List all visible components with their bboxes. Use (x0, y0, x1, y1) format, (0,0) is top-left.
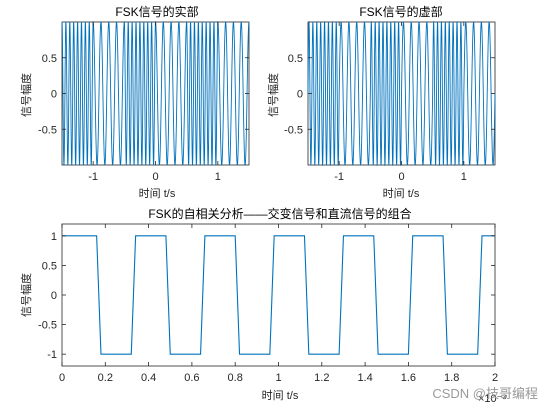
x-tick-label: 1.6 (401, 372, 416, 384)
x-tick-label: 1.8 (444, 372, 459, 384)
x-tick-label: 0 (398, 171, 404, 183)
y-tick-label: 1 (51, 231, 57, 243)
x-tick-label: 1 (275, 372, 281, 384)
y-tick-label: 0 (297, 89, 303, 101)
y-tick-label: 0.5 (288, 53, 303, 65)
plot-area-real (61, 21, 250, 166)
x-tick-label: 0.8 (228, 372, 243, 384)
y-tick-label: 0.5 (42, 53, 57, 65)
plot-area-autocorr (61, 223, 496, 367)
xlabel-autocorr: 时间 t/s (262, 389, 299, 402)
ylabel-imag: 信号幅度 (266, 73, 280, 117)
y-tick-label: -0.5 (38, 124, 57, 136)
x-tick-label: 0 (59, 372, 65, 384)
y-tick-label: 0 (51, 290, 57, 302)
xlabel-imag: 时间 t/s (383, 187, 420, 200)
y-tick-label: -1 (47, 349, 57, 361)
xlabel-real: 时间 t/s (139, 187, 176, 200)
x-tick-label: -1 (88, 171, 98, 183)
subplot-real-part: FSK信号的实部 -1 0 1 -0.5 0 0.5 时间 t/s 信号幅度 (19, 4, 250, 200)
subplot-autocorrelation: FSK的自相关分析——交变信号和直流信号的组合 0 0.2 0.4 0.6 0.8 1 1.… (19, 206, 506, 405)
ylabel-real: 信号幅度 (19, 73, 33, 117)
x-exponent-label: ×10⁻³ (478, 393, 506, 405)
title-imag: FSK信号的虚部 (359, 4, 442, 19)
x-tick-label: 1 (215, 171, 221, 183)
x-tick-label: 0.6 (184, 372, 199, 384)
x-tick-label: 0.4 (141, 372, 156, 384)
series-imag-part (307, 20, 496, 167)
x-tick-label: 0 (152, 171, 158, 183)
y-tick-label: -0.5 (38, 320, 57, 332)
y-tick-label: 0.5 (42, 260, 57, 272)
subplot-imag-part: FSK信号的虚部 -1 0 1 -0.5 0 0.5 时间 t/s 信号幅度 (266, 4, 496, 200)
x-tick-label: -1 (334, 171, 344, 183)
x-tick-label: 1.2 (314, 372, 329, 384)
ylabel-autocorr: 信号幅度 (19, 273, 33, 317)
x-tick-label: 2 (492, 372, 498, 384)
series-autocorr (62, 235, 495, 355)
x-tick-label: 0.2 (98, 372, 113, 384)
x-tick-label: 1.4 (357, 372, 372, 384)
y-tick-label: -0.5 (284, 124, 303, 136)
y-tick-label: 0 (51, 89, 57, 101)
title-real: FSK信号的实部 (115, 4, 198, 19)
x-tick-label: 1 (461, 171, 467, 183)
title-autocorr: FSK的自相关分析——交变信号和直流信号的组合 (148, 206, 411, 221)
watermark-text: CSDN @技哥编程 (432, 386, 538, 401)
